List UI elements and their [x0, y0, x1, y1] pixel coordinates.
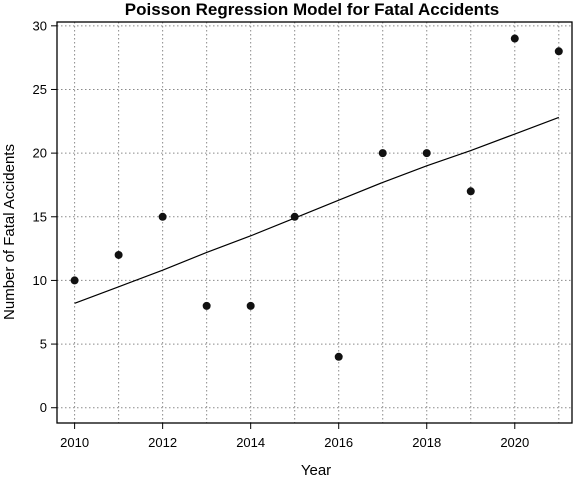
y-tick-label: 10 — [33, 273, 47, 288]
data-point — [422, 149, 431, 158]
x-axis-label: Year — [301, 462, 331, 478]
plot-frame — [56, 21, 573, 424]
data-points — [70, 34, 563, 361]
grid — [57, 22, 572, 423]
data-point — [510, 34, 519, 43]
x-tick-label: 2010 — [60, 435, 89, 450]
data-point — [290, 212, 299, 221]
fit-line — [74, 116, 560, 304]
data-point — [246, 301, 255, 310]
y-tick-label: 20 — [33, 146, 47, 161]
fit-line-layer — [74, 116, 560, 304]
data-point — [202, 301, 211, 310]
data-point — [466, 187, 475, 196]
y-tick-label: 25 — [33, 82, 47, 97]
y-tick-label: 15 — [33, 209, 47, 224]
y-tick-label: 0 — [40, 400, 47, 415]
data-point — [334, 352, 343, 361]
y-tick-label: 5 — [40, 337, 47, 352]
x-tick-label: 2020 — [500, 435, 529, 450]
x-tick-label: 2016 — [324, 435, 353, 450]
data-point — [158, 212, 167, 221]
data-point — [554, 47, 563, 56]
data-point — [114, 250, 123, 259]
y-tick-label: 30 — [33, 18, 47, 33]
x-tick-label: 2018 — [412, 435, 441, 450]
y-axis: 0 5 10 15 20 25 30 — [33, 18, 57, 415]
chart-title: Poisson Regression Model for Fatal Accid… — [125, 0, 499, 19]
y-axis-label: Number of Fatal Accidents — [1, 144, 18, 320]
x-tick-label: 2014 — [236, 435, 265, 450]
data-point — [378, 149, 387, 158]
x-tick-label: 2012 — [148, 435, 177, 450]
data-point — [70, 276, 79, 285]
x-axis: 2010 2012 2014 2016 2018 2020 — [60, 423, 529, 450]
